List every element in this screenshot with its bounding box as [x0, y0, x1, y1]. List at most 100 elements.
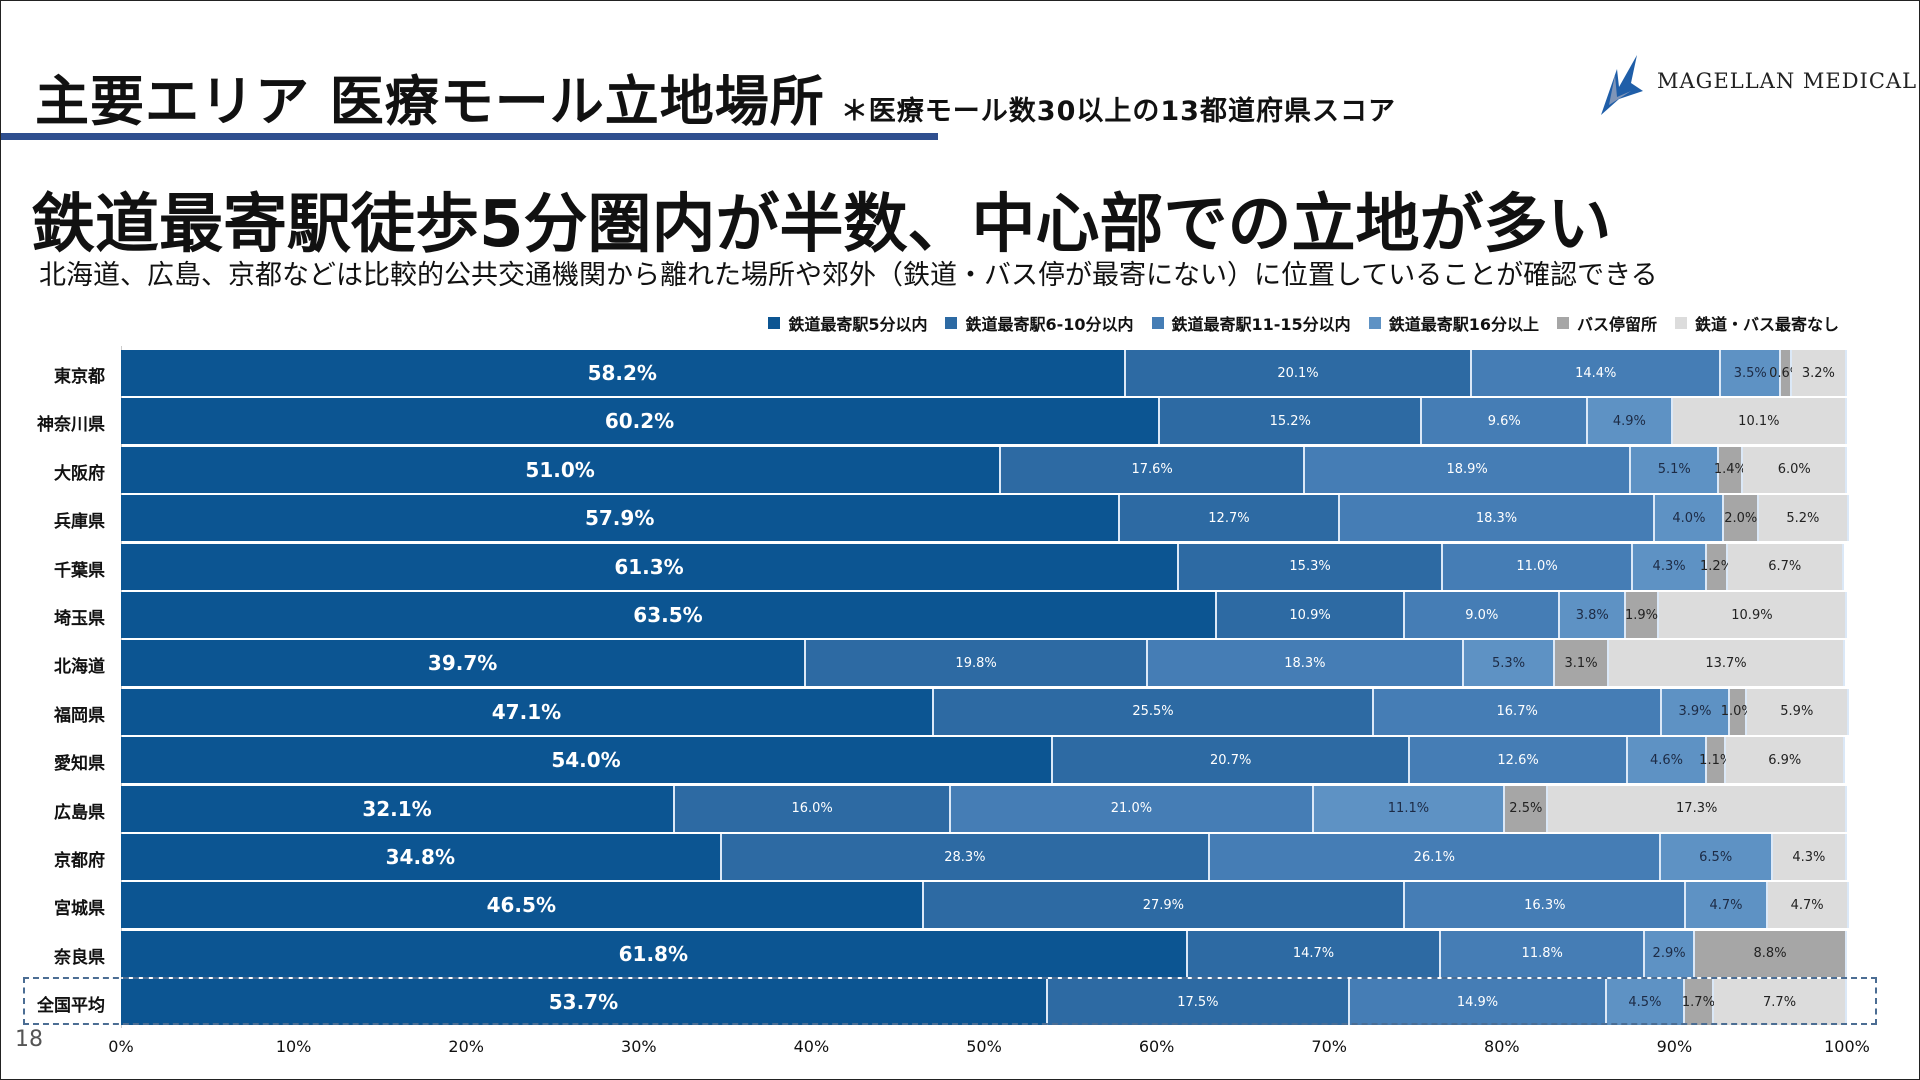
bar-segment: 1.7% [1682, 979, 1715, 1026]
bar-segment: 4.7% [1686, 882, 1768, 929]
bar-segment: 21.0% [951, 785, 1314, 832]
bar-segment: 11.8% [1441, 930, 1646, 977]
title-underline [1, 133, 938, 140]
x-tick-label: 30% [621, 1037, 657, 1056]
legend-item: 鉄道最寄駅5分以内 [768, 311, 927, 335]
legend-item: 鉄道最寄駅6-10分以内 [945, 311, 1134, 335]
bar-segment: 2.5% [1505, 785, 1549, 832]
bar-segment: 54.0% [121, 737, 1054, 784]
bar-segment: 6.7% [1727, 543, 1844, 590]
x-tick-label: 80% [1484, 1037, 1520, 1056]
x-tick-label: 0% [108, 1037, 134, 1056]
bar-segment: 60.2% [121, 398, 1161, 445]
legend-label: 鉄道・バス最寄なし [1694, 315, 1839, 334]
bar-segment: 61.8% [121, 930, 1188, 977]
bar-segment: 4.3% [1772, 834, 1847, 880]
bar-segment: 14.4% [1472, 350, 1721, 396]
category-label: 宮城県 [54, 899, 105, 920]
bar-segment: 10.9% [1217, 592, 1406, 638]
bar-segment: 0.6% [1769, 350, 1802, 396]
bar-segment: 1.0% [1721, 688, 1754, 735]
headline: 鉄道最寄駅徒歩5分圏内が半数、中心部での立地が多い [31, 188, 1612, 262]
category-label: 兵庫県 [54, 512, 105, 533]
legend-swatch [1556, 317, 1569, 329]
bar-segment: 9.0% [1405, 592, 1561, 638]
category-label: 大阪府 [54, 463, 105, 484]
x-tick-label: 90% [1656, 1037, 1693, 1056]
bar-segment: 12.7% [1120, 495, 1340, 542]
category-label: 北海道 [54, 657, 105, 678]
bar-segment: 18.9% [1305, 446, 1632, 493]
legend-swatch [1674, 317, 1687, 329]
bar-segment: 16.0% [675, 785, 952, 832]
bar-segment: 58.2% [121, 350, 1126, 396]
bar-segment: 17.6% [1001, 446, 1306, 493]
bar-segment: 17.3% [1548, 785, 1847, 832]
bar-segment: 13.7% [1608, 640, 1846, 687]
bar-segment: 32.1% [121, 785, 676, 832]
legend-label: 鉄道最寄駅6-10分以内 [965, 315, 1134, 334]
bar-segment: 47.1% [121, 688, 934, 735]
category-label: 千葉県 [54, 560, 105, 581]
bar-segment: 1.1% [1699, 737, 1732, 784]
category-label: 京都府 [54, 851, 105, 871]
bar-segment: 9.6% [1422, 398, 1589, 445]
average-highlight-box [23, 977, 1877, 1025]
bar-segment: 4.0% [1655, 495, 1725, 542]
bar-segment: 6.0% [1743, 446, 1847, 493]
bar-segment: 12.6% [1410, 737, 1628, 784]
page-number: 18 [15, 1027, 43, 1052]
category-label: 愛知県 [54, 754, 105, 775]
bar-segment: 4.9% [1588, 398, 1673, 445]
legend-swatch [768, 317, 781, 329]
bar-segment: 15.2% [1160, 398, 1423, 445]
bar-segment: 46.5% [121, 882, 924, 929]
bar-segment: 2.0% [1724, 495, 1759, 542]
bar-segment: 28.3% [721, 834, 1211, 880]
bar-segment: 20.7% [1053, 737, 1411, 784]
bar-segment: 11.1% [1313, 785, 1506, 832]
bar-segment: 16.3% [1405, 882, 1687, 929]
bar-segment: 61.3% [121, 543, 1180, 590]
bar-segment: 15.3% [1179, 543, 1444, 590]
legend-label: バス停留所 [1576, 315, 1657, 334]
bar-segment: 57.9% [121, 495, 1121, 542]
bar-segment: 27.9% [923, 882, 1406, 929]
bar-segment: 6.9% [1726, 737, 1846, 784]
category-label: 神奈川県 [37, 415, 105, 436]
legend-item: 鉄道最寄駅11-15分以内 [1151, 311, 1351, 335]
category-label: 広島県 [54, 802, 105, 823]
bar-segment: 3.2% [1791, 350, 1847, 396]
x-tick-label: 40% [793, 1037, 830, 1056]
bar-segment: 53.7% [121, 979, 1048, 1026]
bar-segment: 51.0% [121, 446, 1002, 493]
bar-segment: 25.5% [933, 688, 1375, 735]
bar-segment: 3.8% [1560, 592, 1627, 638]
bar-segment: 3.1% [1555, 640, 1609, 687]
y-axis-line [121, 346, 122, 1028]
x-tick-label: 70% [1311, 1037, 1347, 1056]
bar-segment: 39.7% [121, 640, 807, 687]
bar-segment: 63.5% [121, 592, 1217, 638]
bar-segment: 4.5% [1607, 979, 1685, 1026]
bar-segment: 14.7% [1187, 930, 1442, 977]
category-label: 東京都 [54, 367, 105, 387]
bar-segment: 20.1% [1125, 350, 1473, 396]
bar-segment: 34.8% [121, 834, 722, 880]
bar-segment: 10.9% [1658, 592, 1847, 638]
bar-segment: 3.9% [1662, 688, 1730, 735]
bar-segment: 18.3% [1339, 495, 1656, 542]
bar-segment: 16.7% [1374, 688, 1663, 735]
bar-segment: 8.8% [1695, 930, 1847, 977]
x-tick-label: 60% [1138, 1037, 1175, 1056]
bar-segment: 10.1% [1672, 398, 1847, 445]
bar-segment: 4.3% [1632, 543, 1708, 590]
legend-label: 鉄道最寄駅16分以上 [1388, 315, 1539, 334]
bar-segment: 5.1% [1631, 446, 1720, 493]
slide-title: 主要エリア 医療モール立地場所 ＊医療モール数30以上の13都道府県スコア [35, 70, 1396, 133]
category-label: 全国平均 [37, 996, 105, 1017]
bar-segment: 11.0% [1443, 543, 1633, 590]
chart-legend: 鉄道最寄駅5分以内 鉄道最寄駅6-10分以内 鉄道最寄駅11-15分以内 鉄道最寄駅1… [768, 311, 1839, 335]
x-tick-label: 50% [966, 1037, 1002, 1056]
bar-segment: 5.9% [1746, 688, 1849, 735]
